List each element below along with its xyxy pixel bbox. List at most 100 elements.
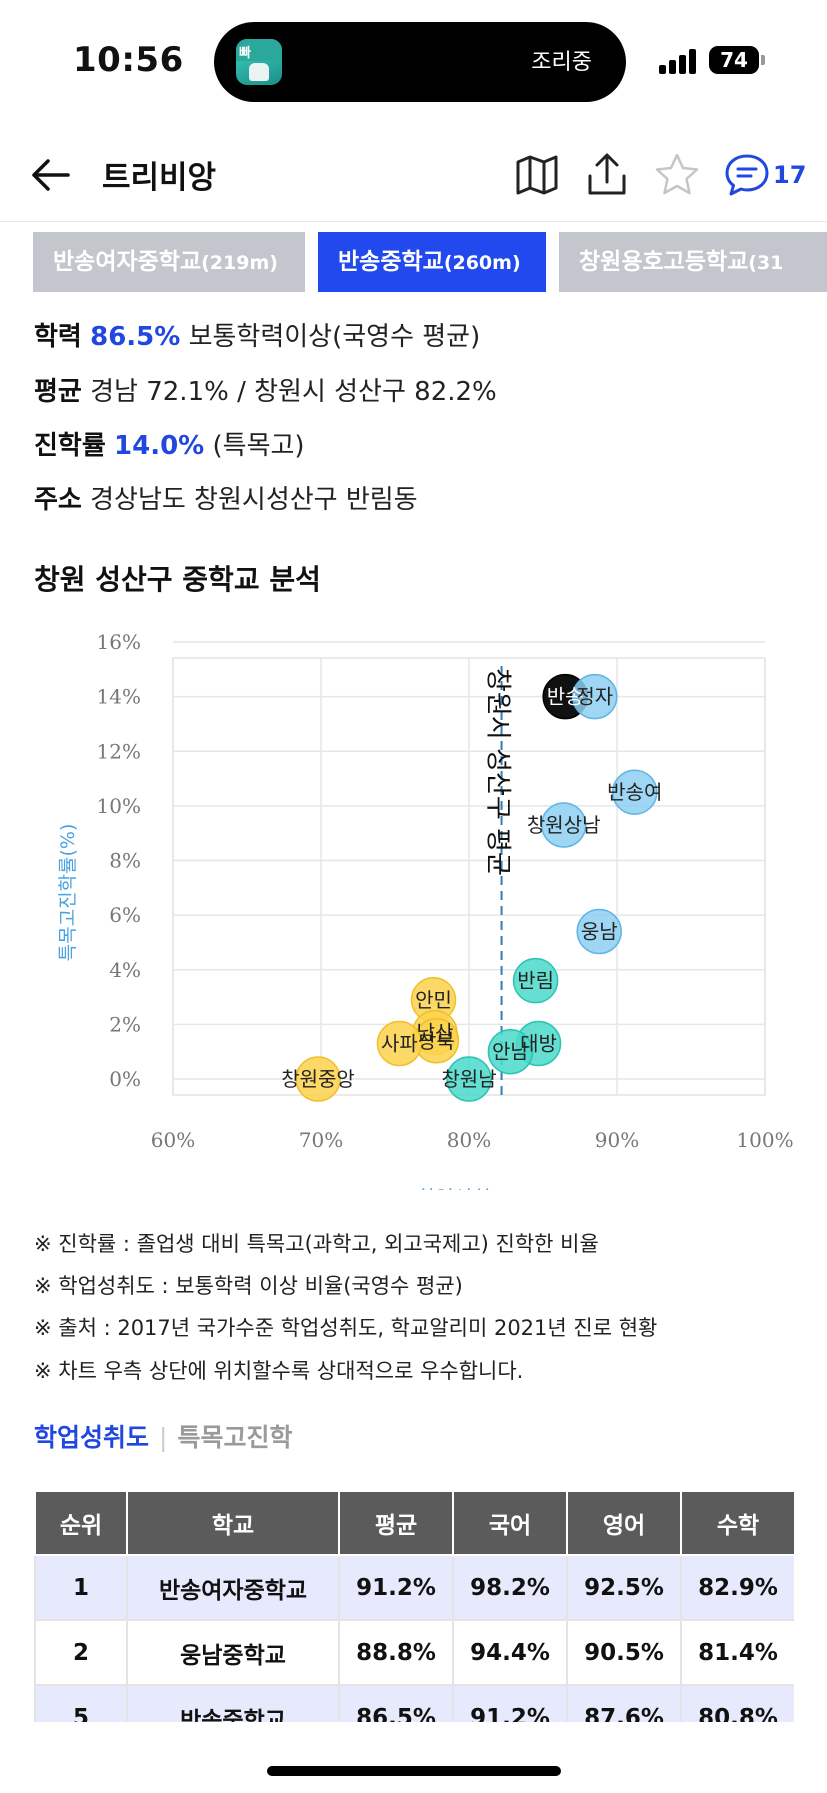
cell-rank: 1 bbox=[34, 1554, 128, 1621]
cellular-signal-icon bbox=[659, 48, 699, 74]
data-point-label: 안남 bbox=[492, 1040, 529, 1064]
home-indicator bbox=[267, 1766, 561, 1776]
info-desc: 보통학력이상(국영수 평균) bbox=[188, 322, 481, 352]
x-axis-label: 학업성취도 bbox=[417, 1186, 509, 1190]
comment-count: 17 bbox=[773, 161, 807, 189]
data-point bbox=[295, 1056, 341, 1102]
school-tab-bansong[interactable]: 반송중학교(260m) bbox=[318, 232, 546, 292]
data-point-label: 상북 bbox=[418, 1029, 455, 1053]
info-address: 주소 경상남도 창원시성산구 반림동 bbox=[34, 479, 418, 516]
y-tick-label: 10% bbox=[97, 794, 141, 818]
x-tick-label: 60% bbox=[151, 1128, 195, 1152]
island-status-text: 조리중 bbox=[531, 50, 592, 75]
info-desc: 경상남도 창원시성산구 반림동 bbox=[90, 485, 418, 515]
data-point bbox=[512, 957, 559, 1004]
note-position: ※ 차트 우측 상단에 위치할수록 상대적으로 우수합니다. bbox=[34, 1359, 524, 1383]
school-tab-distance: (31 bbox=[748, 252, 784, 274]
x-tick-label: 90% bbox=[595, 1128, 639, 1152]
data-point-label: 안민 bbox=[415, 988, 452, 1012]
info-desc: 경남 72.1% / 창원시 성산구 82.2% bbox=[90, 377, 497, 407]
info-value: 86.5% bbox=[90, 322, 181, 352]
star-icon[interactable] bbox=[652, 150, 702, 200]
data-point bbox=[612, 769, 658, 815]
cell-english: 92.5% bbox=[566, 1554, 682, 1621]
status-bar: 10:56 빠 조리중 74 bbox=[0, 0, 827, 120]
data-point-label: 대방 bbox=[520, 1031, 557, 1055]
cell-school: 반송중학교 bbox=[126, 1684, 340, 1722]
col-math: 수학 bbox=[680, 1490, 794, 1556]
info-desc: (특목고) bbox=[212, 431, 305, 461]
school-tab-bansong-girls[interactable]: 반송여자중학교(219m) bbox=[33, 232, 305, 292]
data-point bbox=[572, 673, 618, 720]
table-row[interactable]: 5 반송중학교 86.5% 91.2% 87.6% 80.8% bbox=[34, 1684, 794, 1722]
comment-icon[interactable] bbox=[722, 150, 772, 200]
col-english: 영어 bbox=[566, 1490, 682, 1556]
school-tab-changwon-yongho[interactable]: 창원용호고등학교(31 bbox=[559, 232, 827, 292]
map-icon[interactable] bbox=[512, 150, 562, 200]
ranking-table: 순위 학교 평균 국어 영어 수학 1 반송여자중학교 91.2% 98.2% … bbox=[34, 1490, 794, 1722]
tab-achievement[interactable]: 학업성취도 bbox=[34, 1423, 150, 1452]
school-tab-name: 반송중학교 bbox=[338, 249, 444, 275]
info-label: 학력 bbox=[34, 322, 82, 352]
cell-school: 웅남중학교 bbox=[126, 1619, 340, 1686]
school-tab-name: 창원용호고등학교 bbox=[579, 249, 749, 275]
page-title: 트리비앙 bbox=[102, 160, 217, 196]
info-label: 진학률 bbox=[34, 431, 106, 461]
dynamic-island[interactable]: 빠 조리중 bbox=[214, 22, 626, 102]
info-achievement: 학력 86.5% 보통학력이상(국영수 평균) bbox=[34, 316, 480, 353]
cell-school: 반송여자중학교 bbox=[126, 1554, 340, 1621]
data-point bbox=[446, 1056, 492, 1102]
data-point-label: 창원상남 bbox=[527, 813, 601, 837]
data-point-label: 창원남 bbox=[441, 1067, 496, 1091]
tab-separator: | bbox=[159, 1423, 168, 1452]
share-icon[interactable] bbox=[582, 150, 632, 200]
info-advancement: 진학률 14.0% (특목고) bbox=[34, 425, 305, 462]
y-tick-label: 6% bbox=[109, 903, 141, 927]
data-point-label: 창원중앙 bbox=[281, 1067, 355, 1091]
table-header-row: 순위 학교 평균 국어 영어 수학 bbox=[34, 1490, 794, 1556]
info-label: 주소 bbox=[34, 485, 82, 515]
data-point-label: 사파 bbox=[381, 1031, 418, 1055]
cell-average: 91.2% bbox=[338, 1554, 454, 1621]
y-tick-label: 16% bbox=[97, 630, 141, 654]
data-point bbox=[540, 802, 587, 848]
data-point-label: 웅남 bbox=[581, 920, 618, 944]
cell-korean: 91.2% bbox=[452, 1684, 568, 1722]
cell-math: 81.4% bbox=[680, 1619, 794, 1686]
note-source: ※ 출처 : 2017년 국가수준 학업성취도, 학교알리미 2021년 진로 … bbox=[34, 1316, 658, 1340]
school-tab-distance: (260m) bbox=[443, 252, 521, 274]
data-point-label: 정자 bbox=[576, 685, 613, 709]
scatter-chart: 16% 14% 12% 10% 8% 6% 4% 2% 0% 60% 70% 80% 90% 100% 학업… bbox=[57, 630, 794, 1190]
section-title: 창원 성산구 중학교 분석 bbox=[34, 563, 321, 596]
x-tick-label: 100% bbox=[736, 1128, 793, 1152]
note-advancement: ※ 진학률 : 졸업생 대비 특목고(과학고, 외고국제고) 진학한 비율 bbox=[34, 1232, 599, 1256]
cell-math: 80.8% bbox=[680, 1684, 794, 1722]
data-point-label: 반송 bbox=[547, 685, 584, 709]
y-tick-label: 12% bbox=[97, 739, 141, 763]
y-tick-label: 0% bbox=[109, 1067, 141, 1091]
school-tab-distance: (219m) bbox=[201, 252, 278, 274]
ranking-tabs: 학업성취도 | 특목고진학 bbox=[34, 1418, 292, 1454]
table-row[interactable]: 1 반송여자중학교 91.2% 98.2% 92.5% 82.9% bbox=[34, 1554, 794, 1621]
back-arrow-icon[interactable] bbox=[26, 150, 76, 200]
y-tick-label: 4% bbox=[109, 958, 141, 982]
data-point bbox=[576, 908, 622, 955]
y-axis-label: 특목고진학률(%) bbox=[57, 824, 79, 962]
data-point bbox=[487, 1028, 534, 1075]
data-point-label: 반송여 bbox=[607, 780, 662, 804]
data-point-label: 남산 bbox=[417, 1021, 454, 1045]
col-rank: 순위 bbox=[34, 1490, 128, 1556]
school-tab-name: 반송여자중학교 bbox=[53, 249, 202, 275]
col-average: 평균 bbox=[338, 1490, 454, 1556]
cell-rank: 5 bbox=[34, 1684, 128, 1722]
tab-special-high[interactable]: 특목고진학 bbox=[177, 1423, 293, 1452]
battery-icon: 74 bbox=[709, 46, 759, 74]
cell-korean: 94.4% bbox=[452, 1619, 568, 1686]
col-school: 학교 bbox=[126, 1490, 340, 1556]
app-icon-text: 빠 bbox=[239, 46, 251, 61]
cell-rank: 2 bbox=[34, 1619, 128, 1686]
cell-math: 82.9% bbox=[680, 1554, 794, 1621]
table-row[interactable]: 2 웅남중학교 88.8% 94.4% 90.5% 81.4% bbox=[34, 1619, 794, 1686]
y-tick-label: 2% bbox=[109, 1012, 141, 1036]
cell-average: 86.5% bbox=[338, 1684, 454, 1722]
